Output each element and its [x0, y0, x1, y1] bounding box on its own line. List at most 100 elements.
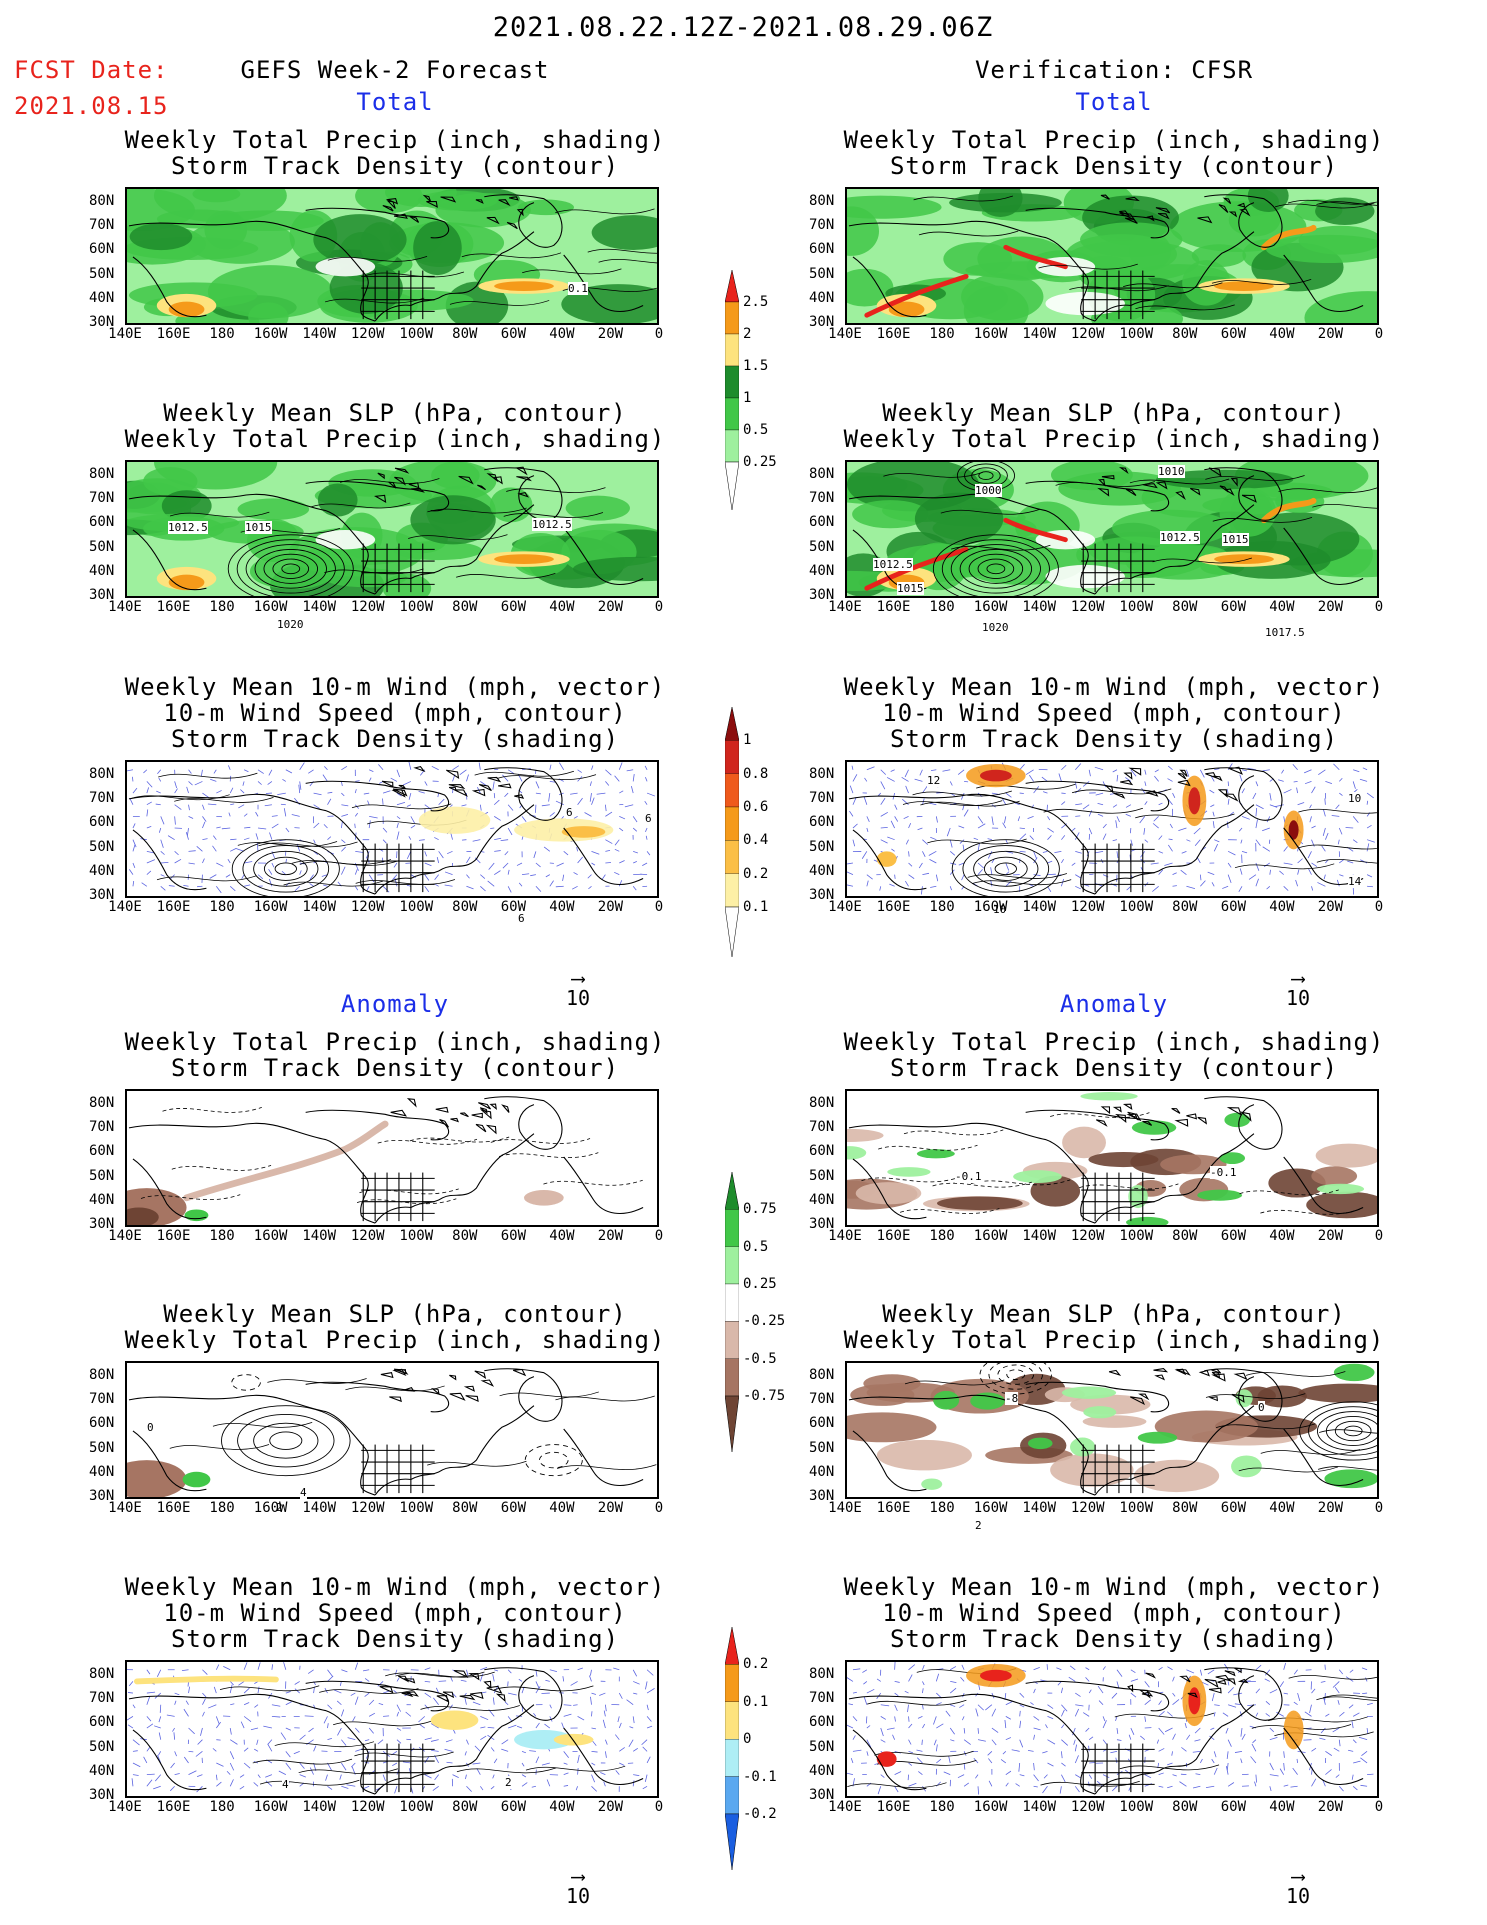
lat-label: 70N	[809, 1119, 835, 1136]
lat-label: 60N	[89, 514, 115, 531]
panel-title-line: Weekly Mean SLP (hPa, contour)	[882, 1300, 1346, 1328]
lon-label: 140E	[828, 1500, 862, 1516]
colorbar-tick-label: 0.1	[743, 899, 769, 915]
lon-label: 160W	[253, 326, 288, 342]
lon-label: 20W	[1317, 1500, 1344, 1516]
lat-label: 40N	[89, 562, 115, 579]
panel-title-line: Storm Track Density (contour)	[170, 152, 620, 180]
lat-label: 30N	[809, 587, 835, 603]
lon-label: 180	[929, 1799, 955, 1815]
map-verification-anomaly-slp-precip	[845, 1361, 1379, 1499]
lat-label: 80N	[809, 193, 835, 209]
panel-title-line: Weekly Total Precip (inch, shading)	[843, 1028, 1385, 1056]
map-verification-anomaly-precip-track	[845, 1089, 1379, 1227]
lat-label: 80N	[809, 466, 835, 482]
lon-label: 180	[929, 599, 955, 615]
lon-label: 140W	[302, 326, 337, 342]
colorbar-tick-label: 0.8	[743, 765, 769, 782]
panel-title-line: 10-m Wind Speed (mph, contour)	[163, 1599, 627, 1627]
lat-label: 30N	[89, 887, 115, 903]
lon-label: 120W	[350, 899, 385, 915]
lon-label: 60W	[1220, 326, 1247, 342]
contour-label: 1000	[975, 484, 1002, 497]
lat-label: 30N	[809, 887, 835, 903]
colorbar-tick-label: -0.2	[743, 1805, 777, 1822]
lon-label: 80W	[1172, 326, 1198, 342]
contour-label: 6	[518, 912, 525, 925]
lon-label: 0	[1374, 599, 1384, 615]
panel-title-line: Weekly Mean 10-m Wind (mph, vector)	[843, 673, 1385, 701]
lon-label: 80W	[1172, 1228, 1198, 1244]
lon-label: 40W	[549, 899, 575, 915]
contour-label: -8	[1005, 1392, 1019, 1405]
lat-label: 30N	[89, 1216, 115, 1232]
contour-label: 0	[147, 1421, 154, 1434]
arrow-right-icon: ⟶	[1291, 1864, 1305, 1888]
panel-title-line: Storm Track Density (shading)	[889, 1625, 1339, 1653]
lon-label: 20W	[1317, 1799, 1344, 1815]
lon-label: 40W	[549, 1799, 575, 1815]
lon-label: 80W	[1172, 1799, 1198, 1815]
panel-title-line: Weekly Total Precip (inch, shading)	[843, 1326, 1385, 1354]
colorbar-tick-label: -0.75	[743, 1388, 786, 1404]
lon-label: 180	[929, 1500, 955, 1516]
panel-title-line: Weekly Mean 10-m Wind (mph, vector)	[124, 1573, 666, 1601]
lon-label: 140W	[1022, 599, 1057, 615]
lon-label: 120W	[1070, 1500, 1105, 1516]
contour-label: 1012.5	[873, 558, 913, 571]
lat-label: 60N	[809, 814, 835, 831]
contour-label: 1020	[982, 621, 1009, 634]
lon-label: 120W	[1070, 599, 1105, 615]
lon-label: 140E	[828, 326, 862, 342]
lon-label: 160E	[156, 1228, 191, 1244]
lat-label: 30N	[89, 314, 115, 330]
lon-label: 0	[1374, 1799, 1384, 1815]
lon-label: 20W	[1317, 1228, 1344, 1244]
panel-title-line: 10-m Wind Speed (mph, contour)	[882, 699, 1346, 727]
colorbar-anomaly-precip: 0.75 0.5 0.25 -0.25 -0.5 -0.75	[725, 1172, 785, 1452]
lon-label: 60W	[500, 326, 527, 342]
lon-label: 100W	[1119, 899, 1154, 915]
lat-label: 60N	[809, 1714, 835, 1731]
lat-label: 60N	[89, 814, 115, 831]
lat-label: 70N	[809, 1391, 835, 1408]
lon-label: 120W	[350, 1799, 385, 1815]
lat-label: 30N	[809, 314, 835, 330]
lat-label: 40N	[809, 562, 835, 579]
forecast-total-label: Total	[356, 88, 434, 116]
lon-label: 160E	[156, 599, 191, 615]
lon-label: 180	[929, 899, 955, 915]
lon-label: 120W	[350, 1500, 385, 1516]
verification-anomaly-label: Anomaly	[1059, 990, 1169, 1018]
lon-label: 0	[654, 1500, 664, 1516]
lon-label: 100W	[399, 899, 434, 915]
lon-label: 0	[654, 326, 664, 342]
lon-label: 80W	[452, 1799, 478, 1815]
contour-label: 1020	[277, 618, 304, 631]
colorbar-tick-label: 0	[743, 1731, 752, 1748]
lon-label: 120W	[350, 1228, 385, 1244]
lon-label: 120W	[350, 599, 385, 615]
colorbar-tick-label: 0.75	[743, 1201, 777, 1218]
lat-label: 60N	[89, 1143, 115, 1160]
lon-label: 160W	[253, 899, 288, 915]
lon-label: 140E	[108, 1228, 142, 1244]
lon-label: 180	[929, 326, 955, 342]
contour-label: 1012.5	[532, 518, 572, 531]
lon-label: 80W	[1172, 1500, 1198, 1516]
panel-title-line: Weekly Mean SLP (hPa, contour)	[163, 1300, 627, 1328]
map-forecast-total-precip-track	[125, 187, 659, 325]
contour-label: 0	[1258, 1401, 1265, 1414]
lon-label: 140E	[828, 1228, 862, 1244]
lon-label: 0	[654, 599, 664, 615]
lon-label: 80W	[452, 899, 478, 915]
colorbar-tick-label: 2.5	[743, 294, 769, 310]
colorbar-tick-label: -0.25	[743, 1313, 786, 1330]
lon-label: 40W	[549, 1228, 575, 1244]
lon-label: 160W	[973, 326, 1008, 342]
panel-title-line: Weekly Total Precip (inch, shading)	[124, 1326, 666, 1354]
lat-label: 60N	[809, 241, 835, 258]
contour-label: -0.1	[1210, 1166, 1237, 1179]
panel-title-line: Weekly Mean 10-m Wind (mph, vector)	[843, 1573, 1385, 1601]
vector-reference: ⟶ 10	[1285, 1864, 1311, 1908]
